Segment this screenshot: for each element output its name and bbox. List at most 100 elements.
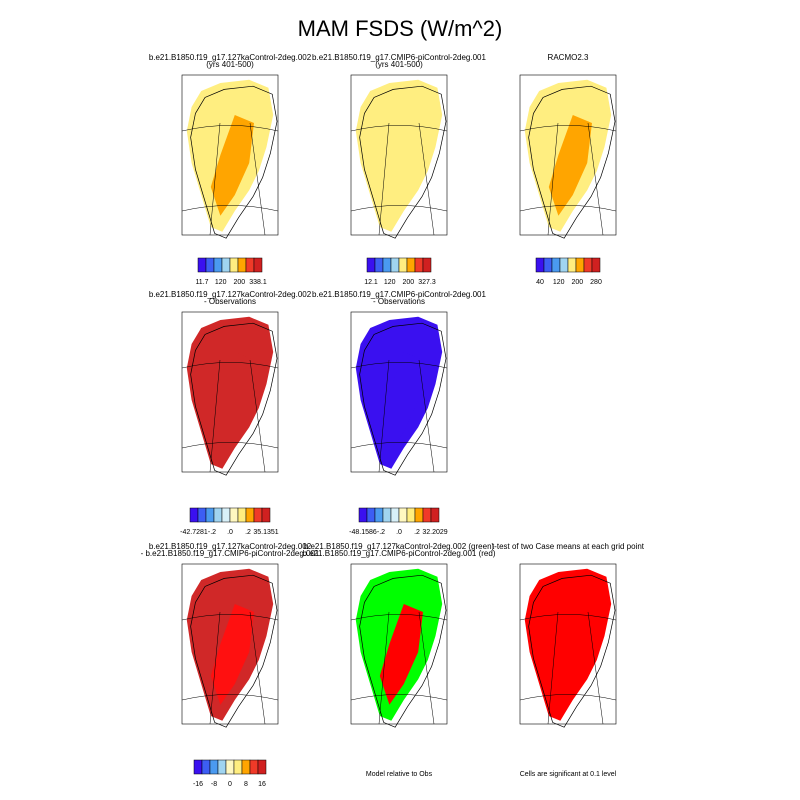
colorbar-box [414,257,424,273]
colorbar-label: -.2 [208,529,216,536]
coastline [190,574,278,728]
graticule [350,611,448,725]
graticule [181,611,279,725]
colorbar-label: -8 [211,781,217,788]
colorbar-label: -42.7281 [180,529,208,536]
colorbar-label: 40 [536,279,544,286]
colorbar-box [591,257,601,273]
panel-title: RACMO2.3 [548,53,589,62]
colorbar-box [217,759,227,775]
colorbar-box [543,257,553,273]
graticule [519,611,617,725]
colorbar-label: 120 [553,279,565,286]
panel-title: b.e21.B1850.f19_g17.127kaControl-2deg.00… [149,542,312,551]
panel-title: b.e21.B1850.f19_g17.127kaControl-2deg.00… [149,290,312,299]
graticule [350,122,448,236]
map-field [210,115,254,216]
coastline [359,85,447,239]
panel-title: b.e21.B1850.f19_g17.127kaControl-2deg.00… [304,542,495,551]
colorbar-label: .0 [396,529,402,536]
colorbar-label: 0 [228,781,232,788]
colorbar-label: -48.1586 [349,529,377,536]
colorbar-box [535,257,545,273]
map-field [210,352,254,453]
colorbar-box [241,759,251,775]
coastline [528,574,616,728]
colorbar-box [213,507,223,523]
graticule [181,359,279,473]
panel-title: t-test of two Case means at each grid po… [492,542,645,551]
colorbar-box [249,759,259,775]
colorbar-box [261,507,271,523]
map-field [379,352,423,453]
colorbar-box [366,257,376,273]
colorbar-label: 32.2029 [422,529,447,536]
map-field [379,115,423,216]
panel-title: b.e21.B1850.f19_g17.CMIP6-piControl-2deg… [312,290,486,299]
panel-title: b.e21.B1850.f19_g17.CMIP6-piControl-2deg… [302,549,495,558]
colorbar-box [245,507,255,523]
colorbar-box [406,257,416,273]
colorbar-label: 12.1 [364,279,378,286]
map-field [548,115,592,216]
colorbar-box [225,759,235,775]
colorbar-box [257,759,267,775]
colorbar-box [233,759,243,775]
colorbar-box [575,257,585,273]
panel-title: - Observations [204,297,256,306]
colorbar-label: -.2 [377,529,385,536]
colorbar-label: 200 [571,279,583,286]
colorbar-label: 327.3 [418,279,436,286]
colorbar-label: 35.1351 [253,529,278,536]
colorbar-box [197,507,207,523]
panel-title: (yrs 401-500) [375,60,423,69]
map-field [210,604,254,705]
panel-note: Cells are significant at 0.1 level [520,771,617,778]
colorbar-box [398,507,408,523]
panel-note: Model relative to Obs [366,771,433,778]
colorbar-label: 16 [258,781,266,788]
colorbar-label: .0 [227,529,233,536]
colorbar-box [193,759,203,775]
colorbar-label: 280 [590,279,602,286]
colorbar-label: 8 [244,781,248,788]
panel-title: b.e21.B1850.f19_g17.CMIP6-piControl-2deg… [312,53,486,62]
colorbar-box [245,257,255,273]
colorbar-box [551,257,561,273]
panel-title: - b.e21.B1850.f19_g17.CMIP6-piControl-2d… [141,549,320,558]
colorbar-box [567,257,577,273]
colorbar-box [358,507,368,523]
colorbar-box [414,507,424,523]
colorbar-box [390,257,400,273]
colorbar-label: 200 [233,279,245,286]
graticule [350,359,448,473]
colorbar-box [583,257,593,273]
map-field [379,604,423,705]
colorbar-label: 120 [215,279,227,286]
colorbar-box [221,507,231,523]
colorbar-box [422,257,432,273]
colorbar-box [201,759,211,775]
colorbar-box [374,507,384,523]
colorbar-label: 338.1 [249,279,267,286]
coastline [359,574,447,728]
colorbar-box [237,507,247,523]
coastline [359,322,447,476]
colorbar-box [398,257,408,273]
colorbar-label: .2 [245,529,251,536]
colorbar-box [374,257,384,273]
panel-title: - Observations [373,297,425,306]
colorbar-box [422,507,432,523]
coastline [190,322,278,476]
colorbar-box [430,507,440,523]
colorbar-box [209,759,219,775]
colorbar-box [559,257,569,273]
colorbar-box [366,507,376,523]
coastline [190,85,278,239]
colorbar-box [197,257,207,273]
colorbar-label: 200 [402,279,414,286]
colorbar-box [382,507,392,523]
colorbar-box [382,257,392,273]
figure-title: MAM FSDS (W/m^2) [298,16,503,41]
graticule [181,122,279,236]
